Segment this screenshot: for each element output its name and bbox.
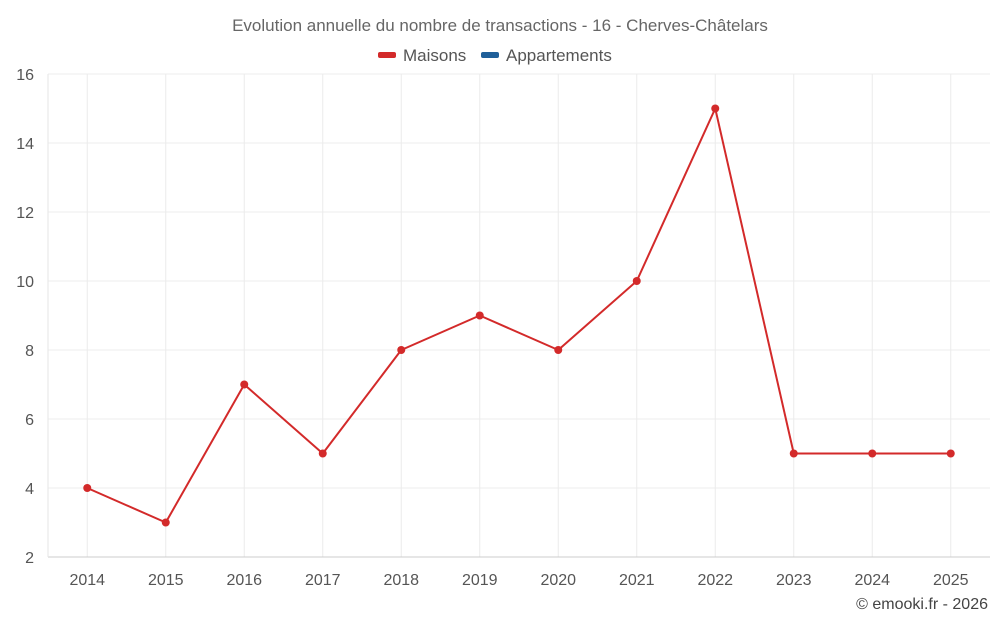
x-tick-label: 2014 [69, 572, 105, 589]
x-tick-label: 2022 [697, 572, 733, 589]
data-point[interactable] [475, 311, 484, 320]
x-tick-label: 2018 [383, 572, 419, 589]
legend-swatch-appartements [481, 52, 499, 58]
y-tick-label: 6 [25, 412, 34, 429]
data-point[interactable] [240, 380, 249, 389]
y-tick-label: 10 [16, 274, 34, 291]
grid [48, 73, 990, 558]
series-line-maisons [86, 107, 951, 524]
legend-label-maisons: Maisons [403, 46, 466, 65]
x-tick-label: 2020 [540, 572, 576, 589]
data-point[interactable] [83, 484, 92, 492]
data-point[interactable] [632, 277, 641, 285]
data-point[interactable] [868, 449, 877, 458]
data-point[interactable] [161, 518, 170, 527]
data-point[interactable] [946, 449, 955, 458]
x-tick-label: 2019 [462, 572, 498, 589]
y-tick-label: 8 [25, 343, 34, 360]
y-tick-label: 4 [25, 481, 34, 498]
legend-item-appartements[interactable]: Appartements [481, 46, 612, 65]
chart-title: Evolution annuelle du nombre de transact… [232, 16, 768, 35]
credit-text: © emooki.fr - 2026 [856, 596, 988, 613]
data-point[interactable] [789, 449, 798, 458]
data-point[interactable] [554, 346, 563, 354]
axes: 2 4 6 8 10 12 14 16 2014 2015 2016 2017 2018 2019 2020… [16, 67, 990, 589]
data-point[interactable] [397, 346, 406, 354]
x-tick-label: 2025 [933, 572, 969, 589]
legend-label-appartements: Appartements [506, 46, 612, 65]
y-tick-label: 16 [16, 67, 34, 84]
series-maisons [83, 104, 955, 527]
data-point[interactable] [318, 449, 327, 458]
x-tick-label: 2023 [776, 572, 812, 589]
y-tick-label: 14 [16, 136, 34, 153]
x-tick-label: 2016 [226, 572, 262, 589]
x-tick-label: 2015 [148, 572, 184, 589]
y-tick-label: 2 [25, 550, 34, 567]
legend: Maisons Appartements [378, 46, 612, 65]
x-tick-label: 2024 [854, 572, 890, 589]
x-tick-label: 2021 [619, 572, 655, 589]
data-point[interactable] [711, 104, 720, 113]
y-tick-label: 12 [16, 205, 34, 222]
legend-item-maisons[interactable]: Maisons [378, 46, 466, 65]
legend-swatch-maisons [378, 52, 396, 58]
x-tick-label: 2017 [305, 572, 341, 589]
